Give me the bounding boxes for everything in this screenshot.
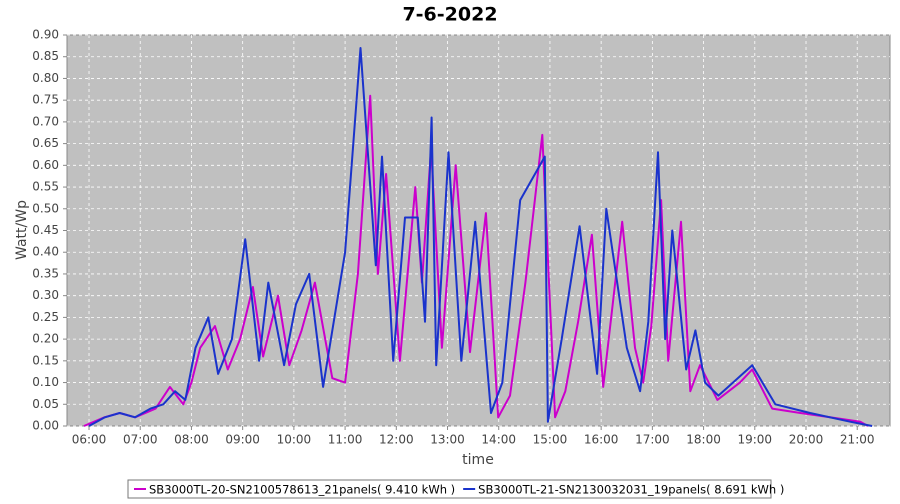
y-tick-label: 0.60 bbox=[32, 158, 59, 172]
series-line bbox=[83, 94, 869, 427]
y-tick-label: 0.75 bbox=[32, 93, 59, 107]
x-tick-label: 16:00 bbox=[584, 433, 619, 447]
y-tick-label: 0.00 bbox=[32, 419, 59, 433]
y-tick-label: 0.15 bbox=[32, 353, 59, 367]
x-tick-label: 14:00 bbox=[481, 433, 516, 447]
y-tick-label: 0.65 bbox=[32, 136, 59, 150]
x-axis-label: time bbox=[462, 452, 494, 468]
y-tick-label: 0.20 bbox=[32, 332, 59, 346]
x-tick-label: 20:00 bbox=[789, 433, 824, 447]
y-tick-label: 0.85 bbox=[32, 49, 59, 63]
y-tick-label: 0.50 bbox=[32, 201, 59, 215]
plot-area bbox=[66, 34, 891, 427]
y-axis-label: Watt/Wp bbox=[14, 200, 30, 260]
y-tick-label: 0.35 bbox=[32, 266, 59, 280]
y-tick-label: 0.05 bbox=[32, 397, 59, 411]
y-tick-label: 0.30 bbox=[32, 288, 59, 302]
x-tick-label: 17:00 bbox=[635, 433, 670, 447]
legend bbox=[127, 479, 772, 499]
y-tick-label: 0.45 bbox=[32, 223, 59, 237]
y-tick-label: 0.80 bbox=[32, 71, 59, 85]
y-tick-label: 0.55 bbox=[32, 180, 59, 194]
series-line bbox=[88, 47, 873, 427]
y-tick-label: 0.70 bbox=[32, 114, 59, 128]
x-tick-label: 10:00 bbox=[277, 433, 312, 447]
legend-label: SB3000TL-20-SN2100578613_21panels( 9.410… bbox=[149, 483, 455, 497]
chart-title: 7-6-2022 bbox=[402, 4, 497, 26]
x-tick-label: 08:00 bbox=[174, 433, 209, 447]
x-tick-label: 21:00 bbox=[840, 433, 875, 447]
y-tick-label: 0.90 bbox=[32, 28, 59, 42]
x-tick-label: 19:00 bbox=[737, 433, 772, 447]
x-tick-label: 18:00 bbox=[686, 433, 721, 447]
x-tick-label: 07:00 bbox=[123, 433, 158, 447]
x-tick-label: 13:00 bbox=[430, 433, 465, 447]
x-tick-label: 06:00 bbox=[72, 433, 107, 447]
x-tick-label: 11:00 bbox=[328, 433, 363, 447]
x-tick-label: 15:00 bbox=[533, 433, 568, 447]
x-tick-label: 09:00 bbox=[225, 433, 260, 447]
y-tick-label: 0.10 bbox=[32, 375, 59, 389]
y-tick-label: 0.25 bbox=[32, 310, 59, 324]
y-tick-label: 0.40 bbox=[32, 245, 59, 259]
x-tick-label: 12:00 bbox=[379, 433, 414, 447]
legend-label: SB3000TL-21-SN2130032031_19panels( 8.691… bbox=[478, 483, 784, 497]
